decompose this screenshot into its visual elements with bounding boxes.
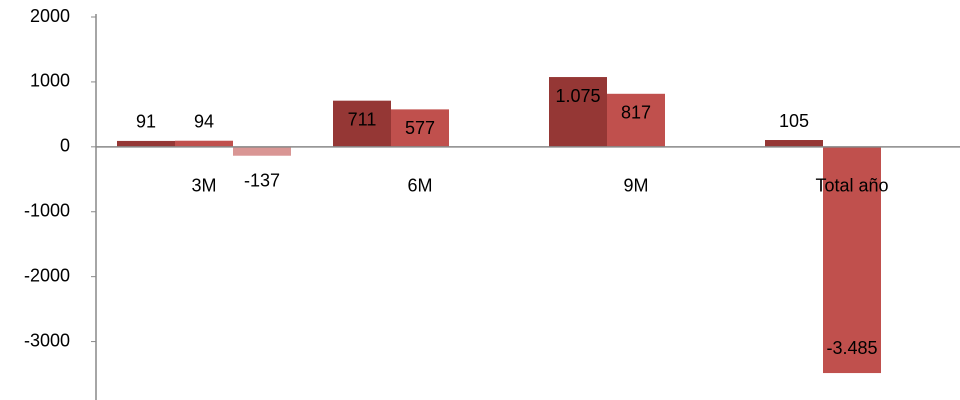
x-tick-label: Total año [815,176,888,196]
x-tick-label: 9M [623,176,648,196]
bar [175,140,233,147]
y-tick-label: -2000 [24,265,70,285]
bar [117,140,175,147]
y-tick-label: 1000 [30,71,70,91]
y-tick-label: 0 [60,136,70,156]
value-label: -137 [244,170,280,190]
bar [233,146,291,156]
y-tick-label: 2000 [30,6,70,26]
bar [549,77,607,147]
x-tick-label: 3M [191,176,216,196]
value-label: 577 [405,118,435,138]
value-label: 817 [621,103,651,123]
value-label: -3.485 [826,338,877,358]
bar [391,109,449,147]
value-label: 1.075 [555,86,600,106]
value-label: 105 [779,111,809,131]
bar [333,100,391,147]
value-label: 94 [194,111,214,131]
y-tick-label: -1000 [24,200,70,220]
bar [823,146,881,374]
value-label: 711 [348,109,377,129]
bar [765,140,823,147]
bar [607,93,665,147]
y-tick-label: -3000 [24,330,70,350]
x-tick-label: 6M [407,176,432,196]
value-label: 91 [136,112,156,132]
